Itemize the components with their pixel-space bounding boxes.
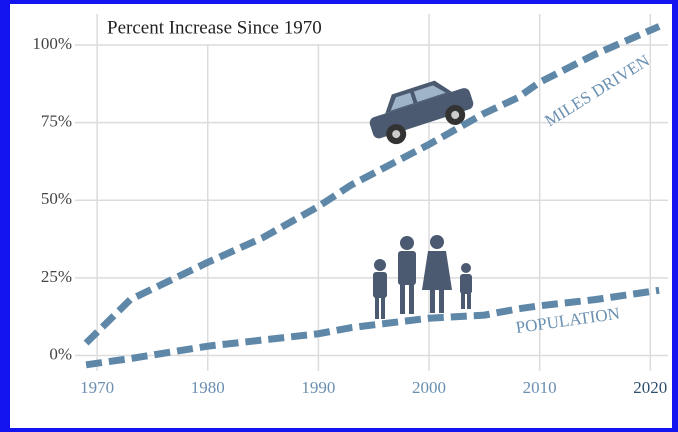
chart-title: Percent Increase Since 1970 [107, 17, 322, 38]
x-tick-label: 2010 [523, 378, 557, 397]
x-tick-label: 1970 [80, 378, 114, 397]
y-tick-label: 75% [41, 112, 72, 131]
y-tick-label: 100% [32, 34, 72, 53]
y-tick-label: 50% [41, 189, 72, 208]
x-tick-label: 2020 [633, 378, 667, 397]
y-tick-label: 0% [49, 344, 72, 363]
chart: Percent Increase Since 1970 MILES DRIVEN… [0, 0, 678, 432]
x-tick-label: 1990 [301, 378, 335, 397]
y-tick-label: 25% [41, 267, 72, 286]
x-tick-label: 2000 [412, 378, 446, 397]
x-tick-label: 1980 [191, 378, 225, 397]
